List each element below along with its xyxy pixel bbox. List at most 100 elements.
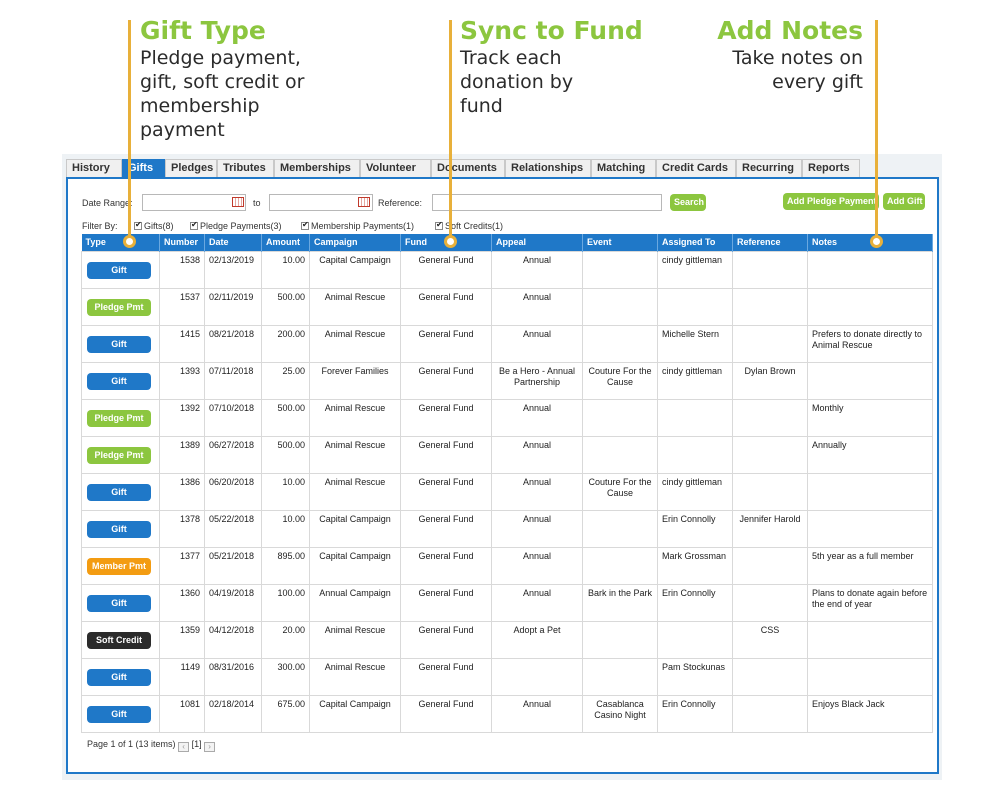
table-row[interactable]: Gift 1393 07/11/2018 25.00 Forever Families G… [81, 361, 933, 400]
tab-memberships[interactable]: Memberships [274, 159, 360, 178]
type-badge-button[interactable]: Gift [87, 520, 151, 538]
tab-pledges[interactable]: Pledges [165, 159, 217, 178]
cell-notes [807, 250, 933, 289]
table-row[interactable]: Pledge Pmt 1392 07/10/2018 500.00 Animal Res… [81, 398, 933, 437]
table-row[interactable]: Gift 1149 08/31/2016 300.00 Animal Rescue Gen… [81, 657, 933, 696]
add-gift-button[interactable]: Add Gift [883, 193, 925, 210]
reference-input[interactable] [432, 194, 662, 211]
cell-appeal: Annual [491, 324, 583, 363]
cell-number: 1360 [159, 583, 205, 622]
cell-notes: 5th year as a full member [807, 546, 933, 585]
filter-label: Gifts(8) [144, 221, 174, 231]
type-badge-button[interactable]: Soft Credit [87, 631, 151, 649]
tab-history[interactable]: History [66, 159, 122, 178]
table-row[interactable]: Gift 1538 02/13/2019 10.00 Capital Campaign G… [81, 250, 933, 289]
filter-label: Membership Payments(1) [311, 221, 415, 231]
column-header-type[interactable]: Type [81, 234, 160, 251]
cell-event [582, 250, 658, 289]
filter-label: Soft Credits(1) [445, 221, 504, 231]
cell-appeal: Annual [491, 546, 583, 585]
checkbox-checked-icon[interactable] [134, 220, 142, 230]
cell-date: 05/22/2018 [204, 509, 262, 548]
column-header-amount[interactable]: Amount [261, 234, 310, 251]
cell-reference [732, 546, 808, 585]
cell-reference [732, 324, 808, 363]
type-badge-button[interactable]: Member Pmt [87, 557, 151, 575]
tab-recurring[interactable]: Recurring [736, 159, 802, 178]
column-header-date[interactable]: Date [204, 234, 262, 251]
tab-reports[interactable]: Reports [802, 159, 860, 178]
callout-title: Gift Type [140, 16, 266, 45]
filter-soft-credits[interactable]: Soft Credits(1) [435, 220, 504, 231]
type-badge-button[interactable]: Gift [87, 335, 151, 353]
cell-campaign: Capital Campaign [309, 509, 401, 548]
checkbox-checked-icon[interactable] [435, 220, 443, 230]
cell-date: 06/20/2018 [204, 472, 262, 511]
cell-type: Pledge Pmt [81, 435, 160, 474]
filter-membership-payments[interactable]: Membership Payments(1) [301, 220, 415, 231]
type-badge-button[interactable]: Gift [87, 594, 151, 612]
tab-credit-cards[interactable]: Credit Cards [656, 159, 736, 178]
type-badge-button[interactable]: Gift [87, 372, 151, 390]
cell-fund: General Fund [400, 620, 492, 659]
table-row[interactable]: Gift 1081 02/18/2014 675.00 Capital Campaign… [81, 694, 933, 733]
add-pledge-payment-button[interactable]: Add Pledge Payment [783, 193, 879, 210]
column-header-appeal[interactable]: Appeal [491, 234, 583, 251]
type-badge-button[interactable]: Gift [87, 261, 151, 279]
date-from-input[interactable] [142, 194, 246, 211]
checkbox-checked-icon[interactable] [301, 220, 309, 230]
table-row[interactable]: Pledge Pmt 1389 06/27/2018 500.00 Animal Res… [81, 435, 933, 474]
column-header-assigned-to[interactable]: Assigned To [657, 234, 733, 251]
table-row[interactable]: Gift 1415 08/21/2018 200.00 Animal Rescue Gen… [81, 324, 933, 363]
cell-notes [807, 287, 933, 326]
tab-matching[interactable]: Matching [591, 159, 656, 178]
cell-number: 1537 [159, 287, 205, 326]
tab-volunteer[interactable]: Volunteer [360, 159, 431, 178]
filter-pledge-payments[interactable]: Pledge Payments(3) [190, 220, 282, 231]
pager-current-page[interactable]: [1] [191, 739, 202, 749]
table-row[interactable]: Gift 1360 04/19/2018 100.00 Annual Campaign G… [81, 583, 933, 622]
cell-date: 04/19/2018 [204, 583, 262, 622]
table-row[interactable]: Pledge Pmt 1537 02/11/2019 500.00 Animal Res… [81, 287, 933, 326]
cell-fund: General Fund [400, 546, 492, 585]
date-to-input[interactable] [269, 194, 373, 211]
cell-assigned-to [657, 620, 733, 659]
calendar-icon[interactable] [232, 197, 244, 207]
cell-event: Couture For the Cause [582, 472, 658, 511]
cell-event [582, 509, 658, 548]
cell-appeal: Be a Hero - Annual Partnership [491, 361, 583, 400]
type-badge-button[interactable]: Gift [87, 705, 151, 723]
calendar-icon[interactable] [358, 197, 370, 207]
type-badge-button[interactable]: Pledge Pmt [87, 409, 151, 427]
cell-amount: 300.00 [261, 657, 310, 696]
tab-gifts[interactable]: Gifts [122, 159, 165, 178]
tab-relationships[interactable]: Relationships [505, 159, 591, 178]
filter-gifts[interactable]: Gifts(8) [134, 220, 174, 231]
cell-campaign: Animal Rescue [309, 324, 401, 363]
type-badge-button[interactable]: Gift [87, 483, 151, 501]
cell-number: 1081 [159, 694, 205, 733]
search-button[interactable]: Search [670, 194, 706, 211]
chevron-right-icon[interactable]: › [204, 742, 216, 752]
column-header-number[interactable]: Number [159, 234, 205, 251]
cell-type: Gift [81, 657, 160, 696]
callout-text: Pledge payment, gift, soft credit or mem… [140, 47, 305, 141]
type-badge-button[interactable]: Pledge Pmt [87, 298, 151, 316]
tab-tributes[interactable]: Tributes [217, 159, 274, 178]
type-badge-button[interactable]: Gift [87, 668, 151, 686]
cell-assigned-to [657, 435, 733, 474]
cell-reference [732, 250, 808, 289]
tab-documents[interactable]: Documents [431, 159, 505, 178]
checkbox-checked-icon[interactable] [190, 220, 198, 230]
chevron-left-icon[interactable]: ‹ [178, 742, 190, 752]
column-header-campaign[interactable]: Campaign [309, 234, 401, 251]
column-header-reference[interactable]: Reference [732, 234, 808, 251]
type-badge-button[interactable]: Pledge Pmt [87, 446, 151, 464]
table-row[interactable]: Soft Credit 1359 04/12/2018 20.00 Animal Res… [81, 620, 933, 659]
table-row[interactable]: Gift 1386 06/20/2018 10.00 Animal Rescue Gene… [81, 472, 933, 511]
column-header-event[interactable]: Event [582, 234, 658, 251]
cell-notes [807, 472, 933, 511]
cell-campaign: Capital Campaign [309, 546, 401, 585]
table-row[interactable]: Gift 1378 05/22/2018 10.00 Capital Campaign G… [81, 509, 933, 548]
table-row[interactable]: Member Pmt 1377 05/21/2018 895.00 Capital Ca… [81, 546, 933, 585]
